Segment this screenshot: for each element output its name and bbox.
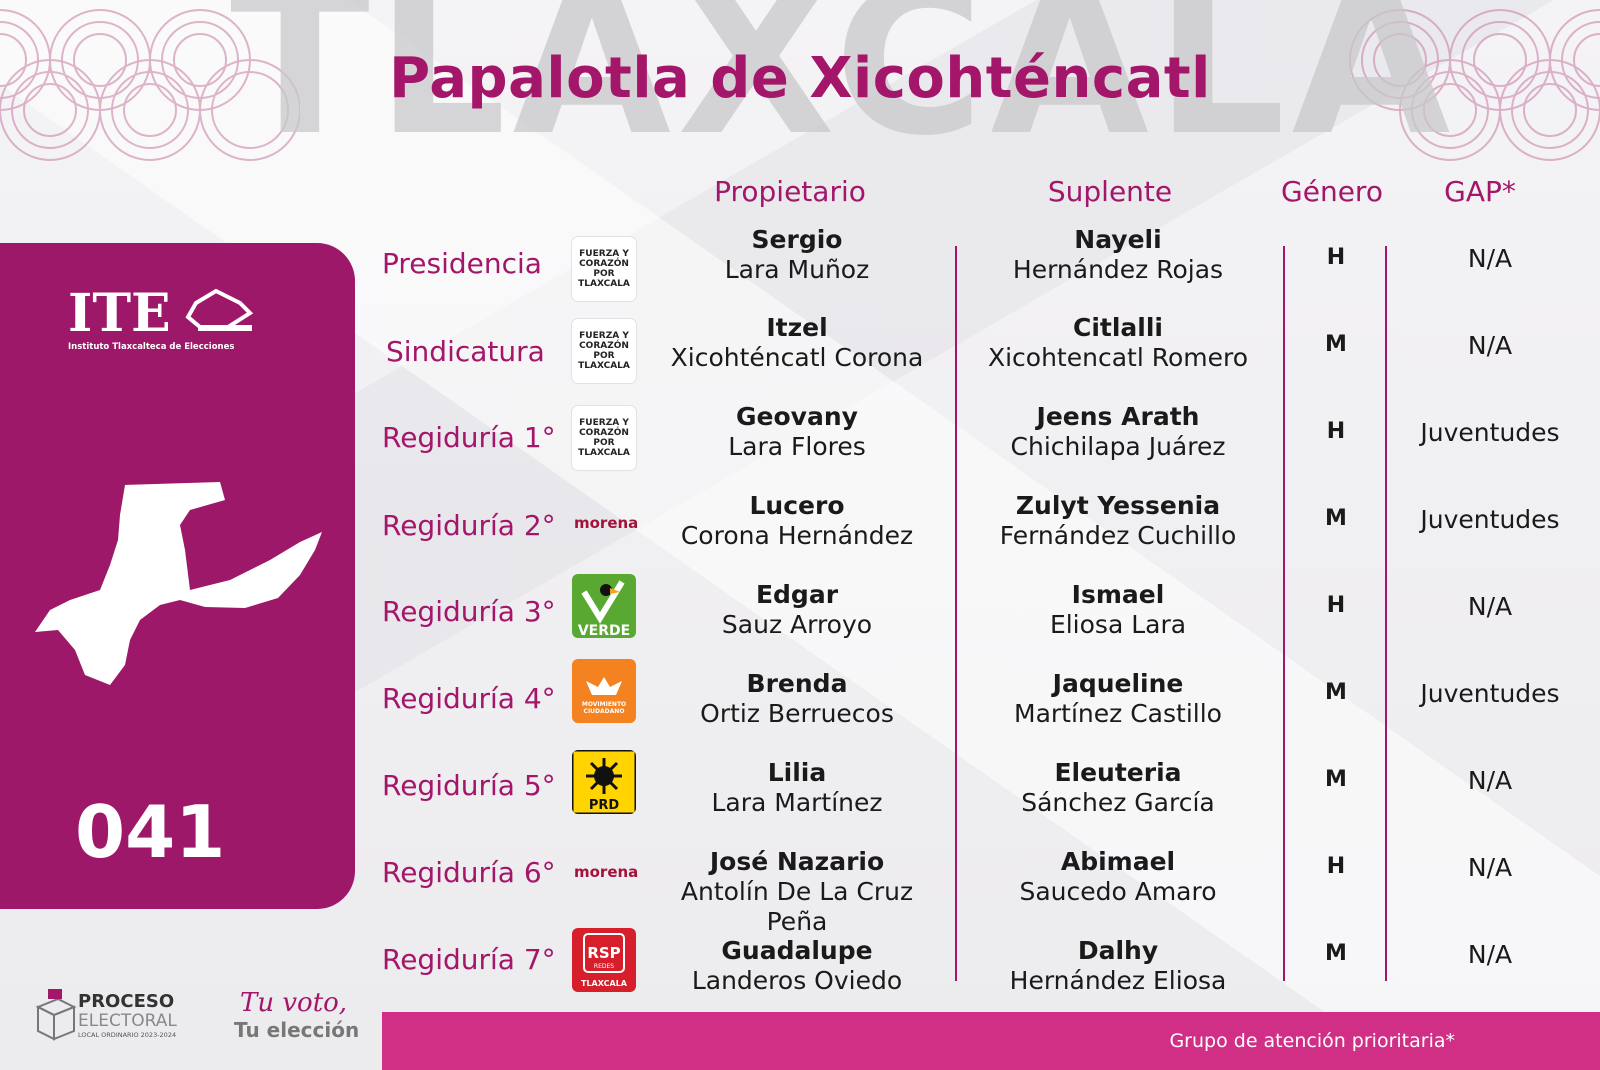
divider-line — [1283, 246, 1285, 981]
svg-text:REDES: REDES — [594, 963, 614, 970]
party-logo-movimiento-ciudadano: MOVIMIENTO CIUDADANO — [572, 659, 636, 723]
gender-value: H — [1326, 593, 1346, 618]
svg-text:CIUDADANO: CIUDADANO — [584, 708, 625, 715]
party-logo-fuerza: FUERZA Y CORAZÓN POR TLAXCALA — [572, 406, 636, 470]
gap-value: N/A — [1467, 331, 1513, 360]
svg-text:ELECTORAL: ELECTORAL — [78, 1011, 177, 1031]
svg-text:VERDE: VERDE — [578, 623, 630, 638]
suplente-name: Zulyt Yessenia Fernández Cuchillo — [999, 491, 1237, 550]
suplente-name: Abimael Saucedo Amaro — [1019, 847, 1217, 906]
svg-text:MOVIMIENTO: MOVIMIENTO — [582, 701, 626, 708]
propietario-name: Edgar Sauz Arroyo — [721, 580, 873, 639]
header-gap: GAP* — [1444, 175, 1516, 208]
cargo-label: Regiduría 1° — [382, 421, 556, 454]
svg-text:LOCAL ORDINARIO 2023-2024: LOCAL ORDINARIO 2023-2024 — [78, 1031, 176, 1039]
party-logo-prd: PRD — [572, 750, 636, 814]
gap-value: N/A — [1467, 853, 1513, 882]
cargo-label: Presidencia — [382, 247, 542, 280]
header-genero: Género — [1281, 175, 1383, 208]
svg-text:ITE: ITE — [68, 283, 171, 344]
cargo-label: Regiduría 5° — [382, 769, 556, 802]
suplente-name: Jeens Arath Chichilapa Juárez — [1010, 402, 1226, 461]
gender-value: M — [1325, 506, 1347, 531]
suplente-name: Dalhy Hernández Eliosa — [1009, 936, 1227, 995]
district-number: 041 — [75, 790, 226, 874]
header-propietario: Propietario — [714, 175, 866, 208]
gender-value: H — [1326, 854, 1346, 879]
party-logo-morena: morena — [574, 863, 639, 881]
gap-value: N/A — [1467, 592, 1513, 621]
gap-value: Juventudes — [1420, 418, 1560, 447]
suplente-name: Nayeli Hernández Rojas — [1012, 225, 1224, 284]
svg-text:TLAXCALA: TLAXCALA — [581, 979, 628, 988]
party-logo-verde: VERDE — [572, 574, 636, 638]
party-logo-morena: morena — [574, 514, 639, 532]
gap-value: N/A — [1467, 244, 1513, 273]
page-title: Papalotla de Xicohténcatl — [389, 46, 1211, 111]
svg-text:Tu voto,: Tu voto, — [240, 988, 347, 1018]
proceso-electoral-logo: PROCESO ELECTORAL LOCAL ORDINARIO 2023-2… — [35, 989, 177, 1041]
party-logo-rsp: RSP REDES TLAXCALA — [572, 928, 636, 992]
propietario-name: José Nazario Antolín De La Cruz Peña — [680, 847, 914, 936]
ite-logo: ITE Instituto Tlaxcalteca de Elecciones — [68, 283, 254, 352]
slogan-logo: Tu voto, Tu elección — [234, 988, 359, 1042]
cargo-label: Regiduría 2° — [382, 509, 556, 542]
svg-text:Instituto Tlaxcalteca de Elecc: Instituto Tlaxcalteca de Elecciones — [68, 342, 234, 352]
gender-value: M — [1325, 680, 1347, 705]
gender-value: M — [1325, 941, 1347, 966]
footer-bar — [382, 1012, 1600, 1070]
propietario-name: Brenda Ortiz Berruecos — [700, 669, 894, 728]
header-suplente: Suplente — [1047, 175, 1173, 208]
gender-value: H — [1326, 245, 1346, 270]
watermark-text: TLAXCALA — [230, 0, 1457, 181]
cargo-label: Regiduría 4° — [382, 682, 556, 715]
cargo-label: Sindicatura — [386, 335, 545, 368]
gender-value: H — [1326, 419, 1346, 444]
cargo-label: Regiduría 7° — [382, 943, 556, 976]
suplente-name: Eleuteria Sánchez García — [1021, 758, 1215, 817]
cargo-label: Regiduría 3° — [382, 595, 556, 628]
svg-text:Tu elección: Tu elección — [234, 1018, 359, 1042]
gap-value: Juventudes — [1420, 679, 1560, 708]
propietario-name: Sergio Lara Muñoz — [724, 225, 870, 284]
gender-value: M — [1325, 767, 1347, 792]
divider-line — [955, 246, 957, 981]
suplente-name: Ismael Eliosa Lara — [1049, 580, 1187, 639]
divider-line — [1385, 246, 1387, 981]
propietario-name: Itzel Xicohténcatl Corona — [670, 313, 924, 372]
propietario-name: Lilia Lara Martínez — [711, 758, 883, 817]
svg-text:PRD: PRD — [589, 798, 620, 813]
propietario-name: Guadalupe Landeros Oviedo — [691, 936, 903, 995]
svg-text:RSP: RSP — [587, 944, 620, 962]
propietario-name: Geovany Lara Flores — [728, 402, 866, 461]
gap-value: Juventudes — [1420, 505, 1560, 534]
party-logo-fuerza: FUERZA Y CORAZÓN POR TLAXCALA — [572, 319, 636, 383]
gender-value: M — [1325, 332, 1347, 357]
svg-text:PROCESO: PROCESO — [78, 991, 174, 1012]
municipality-map — [35, 482, 322, 685]
suplente-name: Citlalli Xicohtencatl Romero — [987, 313, 1249, 372]
suplente-name: Jaqueline Martínez Castillo — [1014, 669, 1222, 728]
gap-value: N/A — [1467, 940, 1513, 969]
cargo-label: Regiduría 6° — [382, 856, 556, 889]
footer-note: Grupo de atención prioritaria* — [1169, 1030, 1455, 1052]
party-logo-fuerza: FUERZA Y CORAZÓN POR TLAXCALA — [572, 237, 636, 301]
propietario-name: Lucero Corona Hernández — [680, 491, 914, 550]
gap-value: N/A — [1467, 766, 1513, 795]
